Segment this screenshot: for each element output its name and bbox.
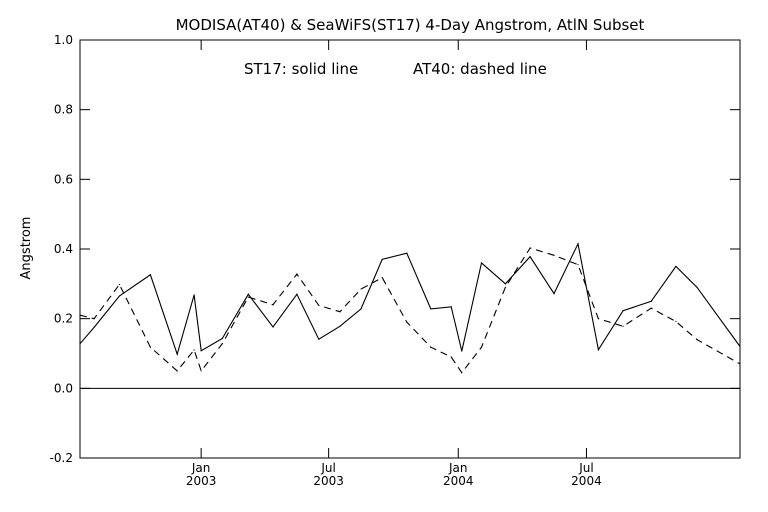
data-point-at40 [176,370,178,372]
chart-title: MODISA(AT40) & SeaWiFS(ST17) 4-Day Angst… [176,16,645,34]
data-point-at40 [650,307,652,309]
series-layer [79,242,741,374]
data-point-st17 [675,265,677,268]
data-point-st17 [381,258,383,261]
data-point-st17 [406,252,408,254]
data-point-at40 [221,343,223,345]
data-point-st17 [696,286,698,288]
series-line-at40 [79,247,741,374]
data-point-st17 [79,343,81,345]
data-point-at40 [675,320,677,323]
y-tick-label: 0.0 [54,381,73,395]
y-tick-label: 1.0 [54,33,73,47]
data-point-at40 [597,318,600,320]
data-point-at40 [381,276,383,279]
x-tick-year: 2004 [571,474,602,488]
data-point-at40 [247,296,249,298]
data-point-st17 [93,326,95,328]
series-line-st17 [79,242,741,357]
data-point-at40 [360,288,362,290]
data-point-at40 [118,283,121,286]
data-point-at40 [577,264,579,266]
y-tick-label: 0.6 [54,172,73,186]
data-point-at40 [430,346,432,348]
data-point-st17 [360,308,362,310]
y-tick-label: -0.2 [50,451,73,465]
data-point-at40 [406,321,408,323]
data-point-st17 [739,345,741,348]
y-tick-label: 0.2 [54,312,73,326]
data-point-at40 [296,273,298,275]
annotation-dashed: AT40: dashed line [413,60,547,78]
data-point-at40 [79,314,81,316]
y-tick-label: 0.8 [54,103,73,117]
data-point-st17 [450,306,452,308]
data-point-at40 [272,304,274,306]
x-tick-year: 2003 [313,474,344,488]
data-point-st17 [553,292,555,295]
plot-frame [79,39,741,459]
x-tick-month: Jan [191,461,211,475]
data-point-st17 [339,325,341,327]
data-point-at40 [193,349,195,351]
x-tick-year: 2004 [443,474,474,488]
data-point-at40 [696,338,698,341]
data-point-at40 [461,372,463,374]
data-point-st17 [504,283,507,285]
data-point-at40 [339,311,341,313]
data-point-at40 [450,356,452,358]
data-point-st17 [272,326,274,328]
data-point-at40 [739,363,741,365]
data-point-st17 [480,262,483,264]
data-point-st17 [176,353,178,355]
data-point-st17 [577,243,579,245]
data-point-at40 [504,286,507,288]
annotation-solid: ST17: solid line [244,60,358,78]
x-tick-month: Jul [320,461,335,475]
data-point-st17 [221,337,223,340]
data-point-st17 [193,294,195,296]
x-tick-month: Jan [448,461,468,475]
data-point-at40 [93,318,95,320]
data-point-at40 [553,254,555,256]
data-point-st17 [296,293,298,295]
data-point-at40 [622,325,624,327]
y-tick-label: 0.4 [54,242,73,256]
data-point-at40 [480,346,483,348]
data-point-st17 [622,310,624,312]
data-point-at40 [200,370,202,372]
data-point-st17 [650,300,652,302]
data-point-st17 [200,350,202,352]
x-tick-month: Jul [578,461,593,475]
data-point-st17 [529,256,531,258]
data-point-at40 [529,247,531,249]
data-point-st17 [597,349,600,351]
data-point-st17 [118,295,121,297]
data-point-st17 [149,274,152,276]
data-point-at40 [318,304,320,307]
data-point-st17 [461,350,463,352]
y-axis-ticks: -0.2 0.0 0.2 0.4 0.6 0.8 1.0 [50,33,740,465]
data-point-st17 [430,308,432,310]
y-axis-label: Angstrom [19,217,34,280]
data-point-st17 [318,338,320,340]
x-tick-year: 2003 [186,474,217,488]
data-point-at40 [149,346,152,348]
data-point-st17 [247,293,249,295]
